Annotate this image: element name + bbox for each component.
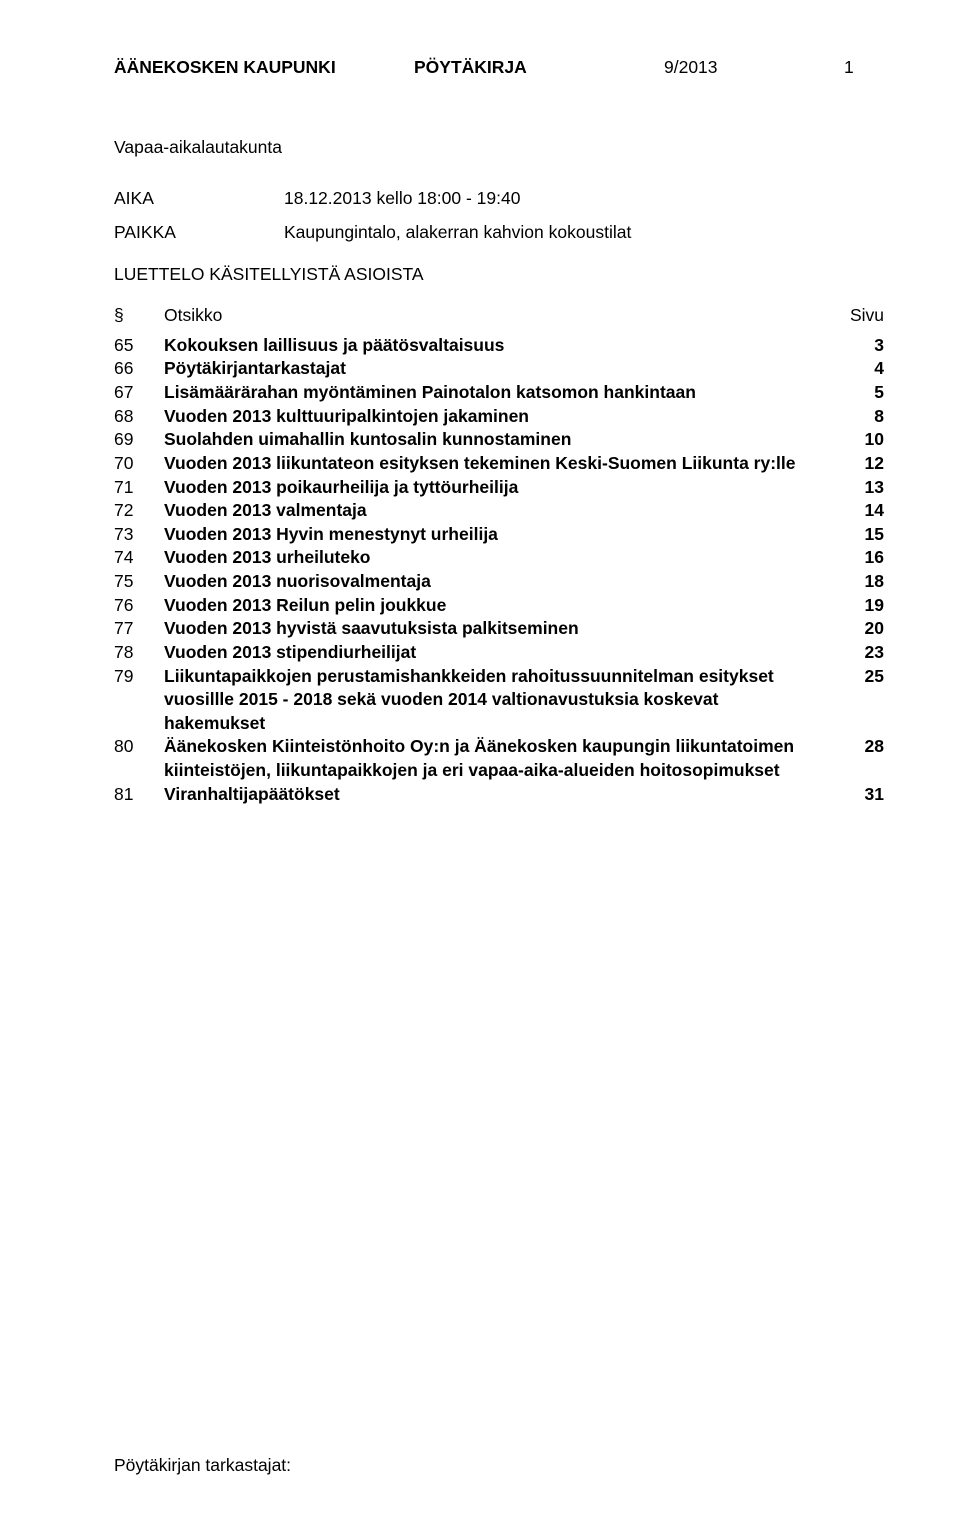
toc-item: 75Vuoden 2013 nuorisovalmentaja18	[114, 570, 884, 594]
toc-item-section: 74	[114, 546, 164, 570]
toc-item-page: 15	[824, 523, 884, 547]
toc-item-section: 66	[114, 357, 164, 381]
toc-item-title: Vuoden 2013 poikaurheilija ja tyttöurhei…	[164, 476, 824, 500]
toc-item: 70Vuoden 2013 liikuntateon esityksen tek…	[114, 452, 884, 476]
meta-paikka-row: PAIKKA Kaupungintalo, alakerran kahvion …	[114, 221, 884, 245]
toc-item: 77Vuoden 2013 hyvistä saavutuksista palk…	[114, 617, 884, 641]
toc-item-title: Vuoden 2013 nuorisovalmentaja	[164, 570, 824, 594]
toc-header-row: § Otsikko Sivu	[114, 304, 884, 328]
toc-item-page: 8	[824, 405, 884, 429]
toc-item: 67Lisämäärärahan myöntäminen Painotalon …	[114, 381, 884, 405]
toc-item-section: 77	[114, 617, 164, 641]
toc-item-section: 78	[114, 641, 164, 665]
toc-item-title: Vuoden 2013 Hyvin menestynyt urheilija	[164, 523, 824, 547]
aika-value: 18.12.2013 kello 18:00 - 19:40	[284, 187, 884, 211]
toc-item-page: 20	[824, 617, 884, 641]
toc-item-section: 79	[114, 665, 164, 736]
toc-item: 66Pöytäkirjantarkastajat4	[114, 357, 884, 381]
toc-item: 72Vuoden 2013 valmentaja14	[114, 499, 884, 523]
toc-item: 71Vuoden 2013 poikaurheilija ja tyttöurh…	[114, 476, 884, 500]
toc-item: 80Äänekosken Kiinteistönhoito Oy:n ja Ää…	[114, 735, 884, 782]
toc-item-title: Viranhaltijapäätökset	[164, 783, 824, 807]
toc-item-section: 81	[114, 783, 164, 807]
doc-type: PÖYTÄKIRJA	[414, 56, 664, 80]
toc-item-title: Suolahden uimahallin kuntosalin kunnosta…	[164, 428, 824, 452]
toc-item-section: 80	[114, 735, 164, 782]
toc-item-title: Vuoden 2013 Reilun pelin joukkue	[164, 594, 824, 618]
board-title: Vapaa-aikalautakunta	[114, 136, 884, 160]
toc-item: 81Viranhaltijapäätökset31	[114, 783, 884, 807]
toc-item-section: 69	[114, 428, 164, 452]
toc-item-section: 75	[114, 570, 164, 594]
toc-item: 69Suolahden uimahallin kuntosalin kunnos…	[114, 428, 884, 452]
toc-item-page: 12	[824, 452, 884, 476]
toc-item-section: 72	[114, 499, 164, 523]
toc-col-section: §	[114, 304, 164, 328]
toc-item: 73Vuoden 2013 Hyvin menestynyt urheilija…	[114, 523, 884, 547]
toc-item-page: 5	[824, 381, 884, 405]
toc-heading: LUETTELO KÄSITELLYISTÄ ASIOISTA	[114, 263, 884, 287]
toc-item-title: Vuoden 2013 kulttuuripalkintojen jakamin…	[164, 405, 824, 429]
toc-item-page: 18	[824, 570, 884, 594]
toc-item-page: 19	[824, 594, 884, 618]
document-header: ÄÄNEKOSKEN KAUPUNKI PÖYTÄKIRJA 9/2013 1	[114, 56, 884, 80]
toc-item-page: 28	[824, 735, 884, 782]
toc-item: 65Kokouksen laillisuus ja päätösvaltaisu…	[114, 334, 884, 358]
footer-text: Pöytäkirjan tarkastajat:	[114, 1454, 291, 1478]
toc-item-page: 14	[824, 499, 884, 523]
toc-item-title: Liikuntapaikkojen perustamishankkeiden r…	[164, 665, 824, 736]
toc-item-section: 76	[114, 594, 164, 618]
paikka-label: PAIKKA	[114, 221, 284, 245]
toc-item-page: 13	[824, 476, 884, 500]
toc-item-title: Kokouksen laillisuus ja päätösvaltaisuus	[164, 334, 824, 358]
toc-item: 74Vuoden 2013 urheiluteko16	[114, 546, 884, 570]
toc-item: 76Vuoden 2013 Reilun pelin joukkue19	[114, 594, 884, 618]
toc-item: 68Vuoden 2013 kulttuuripalkintojen jakam…	[114, 405, 884, 429]
toc-item-page: 23	[824, 641, 884, 665]
toc-item-title: Vuoden 2013 stipendiurheilijat	[164, 641, 824, 665]
page-number: 1	[764, 56, 884, 80]
toc-item-title: Vuoden 2013 hyvistä saavutuksista palkit…	[164, 617, 824, 641]
toc-item-section: 70	[114, 452, 164, 476]
toc-col-page: Sivu	[824, 304, 884, 328]
toc-item-page: 25	[824, 665, 884, 736]
toc-item-title: Äänekosken Kiinteistönhoito Oy:n ja Ääne…	[164, 735, 824, 782]
paikka-value: Kaupungintalo, alakerran kahvion kokoust…	[284, 221, 884, 245]
toc-item-title: Pöytäkirjantarkastajat	[164, 357, 824, 381]
toc-item-page: 16	[824, 546, 884, 570]
toc-item-page: 4	[824, 357, 884, 381]
toc-item-title: Vuoden 2013 urheiluteko	[164, 546, 824, 570]
doc-number: 9/2013	[664, 56, 764, 80]
meta-aika-row: AIKA 18.12.2013 kello 18:00 - 19:40	[114, 187, 884, 211]
toc-item-section: 71	[114, 476, 164, 500]
toc-item: 78Vuoden 2013 stipendiurheilijat23	[114, 641, 884, 665]
toc-item-section: 68	[114, 405, 164, 429]
toc-col-title: Otsikko	[164, 304, 824, 328]
toc-item-section: 65	[114, 334, 164, 358]
toc-item-section: 67	[114, 381, 164, 405]
toc-item-title: Vuoden 2013 valmentaja	[164, 499, 824, 523]
toc-item-section: 73	[114, 523, 164, 547]
aika-label: AIKA	[114, 187, 284, 211]
toc-item-page: 3	[824, 334, 884, 358]
toc-item-title: Vuoden 2013 liikuntateon esityksen tekem…	[164, 452, 824, 476]
toc-item-title: Lisämäärärahan myöntäminen Painotalon ka…	[164, 381, 824, 405]
toc-item: 79Liikuntapaikkojen perustamishankkeiden…	[114, 665, 884, 736]
toc-item-page: 31	[824, 783, 884, 807]
toc-body: 65Kokouksen laillisuus ja päätösvaltaisu…	[114, 334, 884, 807]
toc-item-page: 10	[824, 428, 884, 452]
org-name: ÄÄNEKOSKEN KAUPUNKI	[114, 56, 414, 80]
